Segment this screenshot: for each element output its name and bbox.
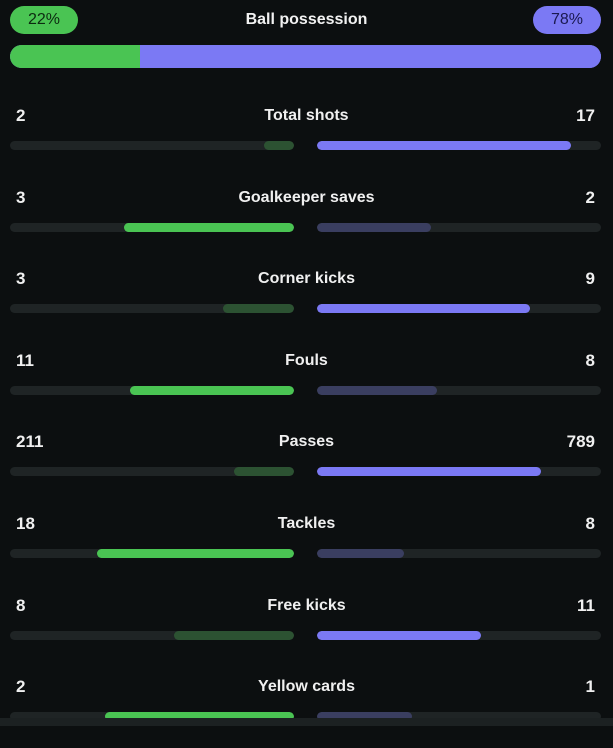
- stat-home-value: 2: [16, 677, 26, 697]
- stat-home-bar: [10, 222, 294, 232]
- stat-away-bar: [317, 141, 601, 150]
- stat-away-bar: [317, 385, 601, 395]
- stat-away-fill: [317, 385, 437, 395]
- stat-label: Passes: [278, 433, 335, 451]
- stat-home-fill: [264, 141, 294, 150]
- possession-bar-away: [140, 45, 601, 68]
- stat-away-bar: [317, 467, 601, 477]
- stat-row-tackles: 18 Tackles 8: [0, 503, 613, 585]
- stat-home-value: 18: [16, 513, 35, 533]
- stat-home-value: 3: [16, 187, 26, 207]
- stat-home-bar: [10, 467, 294, 477]
- home-possession-badge: 22%: [10, 6, 78, 34]
- stat-row-fouls: 11 Fouls 8: [0, 340, 613, 422]
- stat-away-bar: [317, 304, 601, 314]
- stat-home-bar: [10, 548, 294, 558]
- stat-away-value: 9: [585, 269, 595, 289]
- stat-row-free-kicks: 8 Free kicks 11: [0, 585, 613, 667]
- stat-away-fill: [317, 222, 431, 232]
- stat-label: Corner kicks: [258, 270, 355, 288]
- possession-bar: [10, 45, 601, 68]
- ball-possession-section: 22% Ball possession 78%: [0, 0, 613, 80]
- stat-away-fill: [317, 630, 482, 640]
- stat-row-total-shots: 2 Total shots 17: [0, 95, 613, 177]
- stat-away-fill: [317, 712, 412, 722]
- stat-label: Total shots: [264, 107, 349, 124]
- stat-away-bar: [317, 222, 601, 232]
- stat-home-fill: [129, 385, 294, 395]
- stat-home-bar: [10, 141, 294, 150]
- stat-away-bar: [317, 548, 601, 558]
- stat-row-yellow-cards: 2 Yellow cards 1: [0, 666, 613, 748]
- stat-label: Yellow cards: [258, 678, 355, 696]
- stat-away-fill: [317, 304, 530, 314]
- stat-home-bar: [10, 385, 294, 395]
- stat-home-value: 211: [16, 432, 44, 452]
- stat-away-value: 11: [577, 595, 595, 615]
- stat-home-value: 3: [16, 269, 26, 289]
- stat-away-value: 17: [576, 106, 595, 125]
- stat-row-corner-kicks: 3 Corner kicks 9: [0, 258, 613, 340]
- stat-label: Goalkeeper saves: [238, 188, 375, 206]
- stat-home-fill: [174, 630, 294, 640]
- stat-home-fill: [123, 222, 294, 232]
- bottom-scroll-edge: [0, 718, 613, 726]
- stat-home-fill: [234, 467, 294, 477]
- stat-away-fill: [317, 467, 542, 477]
- stat-home-bar: [10, 712, 294, 722]
- stat-home-value: 11: [16, 350, 34, 370]
- stat-away-bar: [317, 712, 601, 722]
- stats-list: 2 Total shots 17 3 Goalkeeper saves 2 3 …: [0, 95, 613, 748]
- stat-label: Fouls: [285, 351, 328, 369]
- stat-away-value: 1: [585, 677, 595, 697]
- stat-row-goalkeeper-saves: 3 Goalkeeper saves 2: [0, 177, 613, 259]
- stat-away-value: 8: [585, 513, 595, 533]
- stat-away-value: 2: [585, 187, 595, 207]
- stat-row-passes: 211 Passes 789: [0, 421, 613, 503]
- stat-away-value: 789: [566, 432, 595, 452]
- stat-away-fill: [317, 141, 572, 150]
- possession-title: Ball possession: [245, 11, 368, 28]
- possession-bar-home: [10, 45, 141, 68]
- stat-home-fill: [97, 548, 294, 558]
- stat-home-fill: [104, 712, 294, 722]
- stat-away-value: 8: [585, 350, 595, 370]
- stat-home-value: 8: [16, 595, 26, 615]
- stat-label: Tackles: [277, 514, 336, 532]
- stat-home-value: 2: [16, 106, 26, 125]
- stat-away-bar: [317, 630, 601, 640]
- stat-label: Free kicks: [267, 596, 346, 614]
- stat-home-bar: [10, 304, 294, 314]
- stat-home-fill: [223, 304, 294, 314]
- stat-away-fill: [317, 548, 405, 558]
- away-possession-badge: 78%: [533, 6, 601, 34]
- stat-home-bar: [10, 630, 294, 640]
